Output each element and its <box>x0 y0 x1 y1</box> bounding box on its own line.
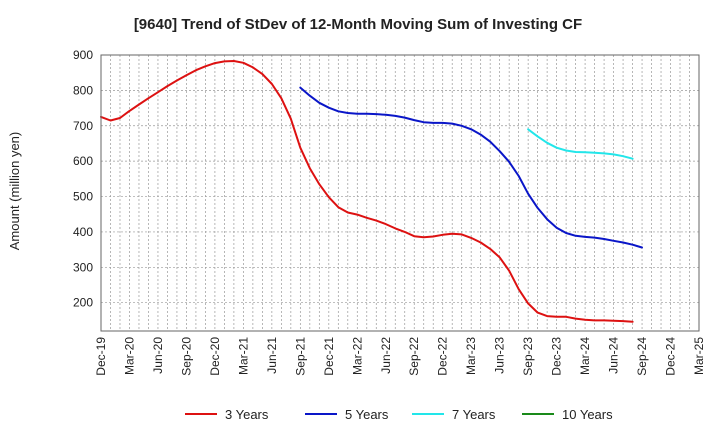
x-tick-label: Mar-22 <box>350 337 364 375</box>
x-tick-label: Mar-25 <box>692 337 706 375</box>
x-tick-label: Mar-23 <box>464 337 478 375</box>
y-tick-label: 600 <box>73 154 93 168</box>
legend: 3 Years 5 Years 7 Years 10 Years <box>185 407 613 422</box>
x-tick-label: Dec-20 <box>208 337 222 376</box>
legend-label: 7 Years <box>452 407 496 422</box>
series-line-3-years <box>100 60 634 323</box>
y-tick-label: 200 <box>73 296 93 310</box>
legend-label: 3 Years <box>225 407 269 422</box>
y-tick-label: 800 <box>73 83 93 97</box>
x-tick-label: Mar-21 <box>236 337 250 375</box>
grid <box>101 54 699 331</box>
x-tick-label: Jun-20 <box>151 337 165 374</box>
y-tick-labels: 200 300 400 500 600 700 800 900 <box>73 48 93 310</box>
x-tick-label: Jun-22 <box>379 337 393 374</box>
x-tick-label: Dec-24 <box>664 337 678 376</box>
y-axis-label: Amount (million yen) <box>7 132 22 251</box>
x-tick-label: Mar-20 <box>122 337 136 375</box>
series-group <box>100 60 643 323</box>
x-tick-label: Jun-21 <box>265 337 279 374</box>
legend-label: 5 Years <box>345 407 389 422</box>
x-tick-label: Dec-23 <box>550 337 564 376</box>
y-tick-label: 900 <box>73 48 93 62</box>
x-tick-label: Sep-20 <box>179 337 193 376</box>
x-tick-label: Mar-24 <box>578 337 592 375</box>
x-tick-labels: Dec-19 Mar-20 Jun-20 Sep-20 Dec-20 Mar-21 Jun-… <box>94 337 706 376</box>
y-tick-label: 700 <box>73 119 93 133</box>
series-line-7-years <box>527 128 634 160</box>
plot-frame <box>100 54 700 332</box>
x-tick-label: Sep-23 <box>521 337 535 376</box>
x-tick-label: Jun-23 <box>493 337 507 374</box>
x-tick-label: Dec-22 <box>436 337 450 376</box>
x-tick-label: Sep-24 <box>635 337 649 376</box>
series-line-5-years <box>299 86 643 249</box>
y-tick-label: 500 <box>73 190 93 204</box>
x-tick-label: Dec-19 <box>94 337 108 376</box>
legend-label: 10 Years <box>562 407 613 422</box>
x-tick-label: Jun-24 <box>607 337 621 374</box>
y-tick-label: 400 <box>73 225 93 239</box>
x-tick-label: Sep-21 <box>293 337 307 376</box>
y-tick-label: 300 <box>73 260 93 274</box>
x-tick-label: Sep-22 <box>407 337 421 376</box>
chart-title: [9640] Trend of StDev of 12-Month Moving… <box>134 16 582 33</box>
x-tick-label: Dec-21 <box>322 337 336 376</box>
